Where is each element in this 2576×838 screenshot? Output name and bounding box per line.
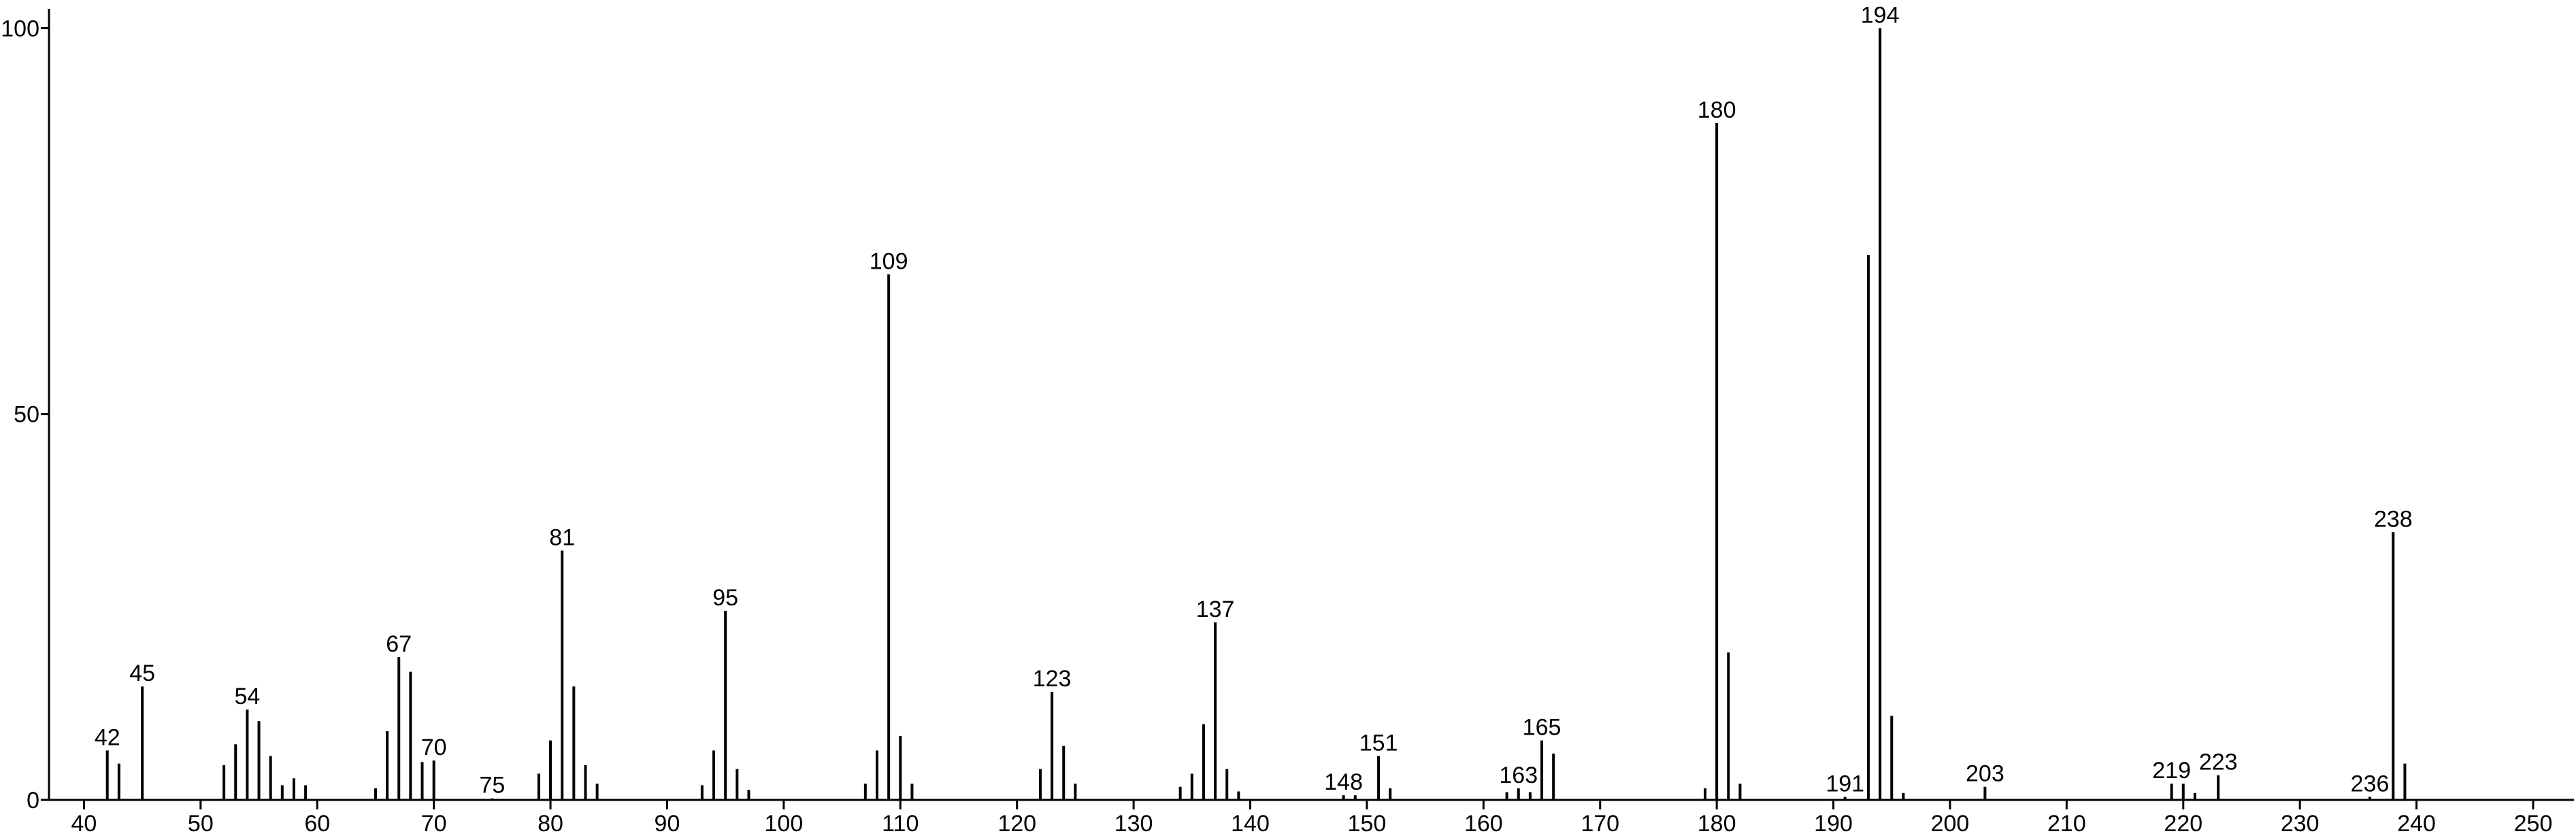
peak-label: 109: [870, 248, 908, 274]
x-tick-label: 210: [2047, 811, 2086, 837]
x-tick-label: 200: [1931, 811, 1970, 837]
x-tick-label: 240: [2397, 811, 2436, 837]
peak-label: 165: [1523, 715, 1562, 741]
peak-label: 75: [479, 773, 505, 799]
x-tick-label: 70: [421, 811, 447, 837]
peak-label: 180: [1698, 97, 1736, 123]
peak-label: 151: [1359, 730, 1398, 756]
x-tick-label: 40: [71, 811, 97, 837]
x-tick-label: 250: [2514, 811, 2553, 837]
peak-label: 45: [129, 660, 155, 686]
peak-label: 67: [386, 631, 412, 657]
y-tick-label: 50: [14, 402, 39, 428]
peak-label: 70: [421, 735, 447, 760]
x-tick-label: 110: [882, 811, 919, 837]
peak-label: 203: [1966, 761, 2004, 787]
x-tick-label: 80: [538, 811, 563, 837]
x-tick-label: 190: [1814, 811, 1853, 837]
x-tick-label: 50: [188, 811, 214, 837]
peak-label: 191: [1826, 771, 1864, 797]
peak-label: 219: [2152, 758, 2191, 784]
y-tick-label: 100: [1, 16, 39, 41]
x-tick-label: 90: [655, 811, 680, 837]
peak-label: 223: [2199, 750, 2238, 775]
peak-label: 54: [234, 684, 260, 709]
y-tick-label: 0: [27, 788, 39, 814]
peak-label: 123: [1033, 666, 1072, 692]
peak-label: 163: [1499, 762, 1538, 788]
x-tick-label: 230: [2281, 811, 2319, 837]
x-tick-label: 180: [1698, 811, 1736, 837]
x-tick-label: 130: [1114, 811, 1153, 837]
x-tick-label: 220: [2164, 811, 2202, 837]
peak-label: 95: [712, 585, 738, 611]
x-tick-label: 160: [1464, 811, 1503, 837]
x-tick-label: 140: [1231, 811, 1270, 837]
x-tick-label: 120: [997, 811, 1036, 837]
x-tick-label: 100: [765, 811, 804, 837]
x-tick-label: 170: [1581, 811, 1619, 837]
peak-label: 137: [1196, 597, 1235, 622]
peak-label: 194: [1861, 2, 1900, 28]
x-tick-label: 60: [304, 811, 330, 837]
peak-label: 236: [2351, 771, 2390, 797]
x-tick-label: 150: [1348, 811, 1387, 837]
peak-label: 81: [549, 525, 575, 551]
peak-label: 42: [95, 724, 120, 750]
peak-label: 148: [1324, 769, 1363, 795]
peak-label: 238: [2374, 506, 2413, 532]
